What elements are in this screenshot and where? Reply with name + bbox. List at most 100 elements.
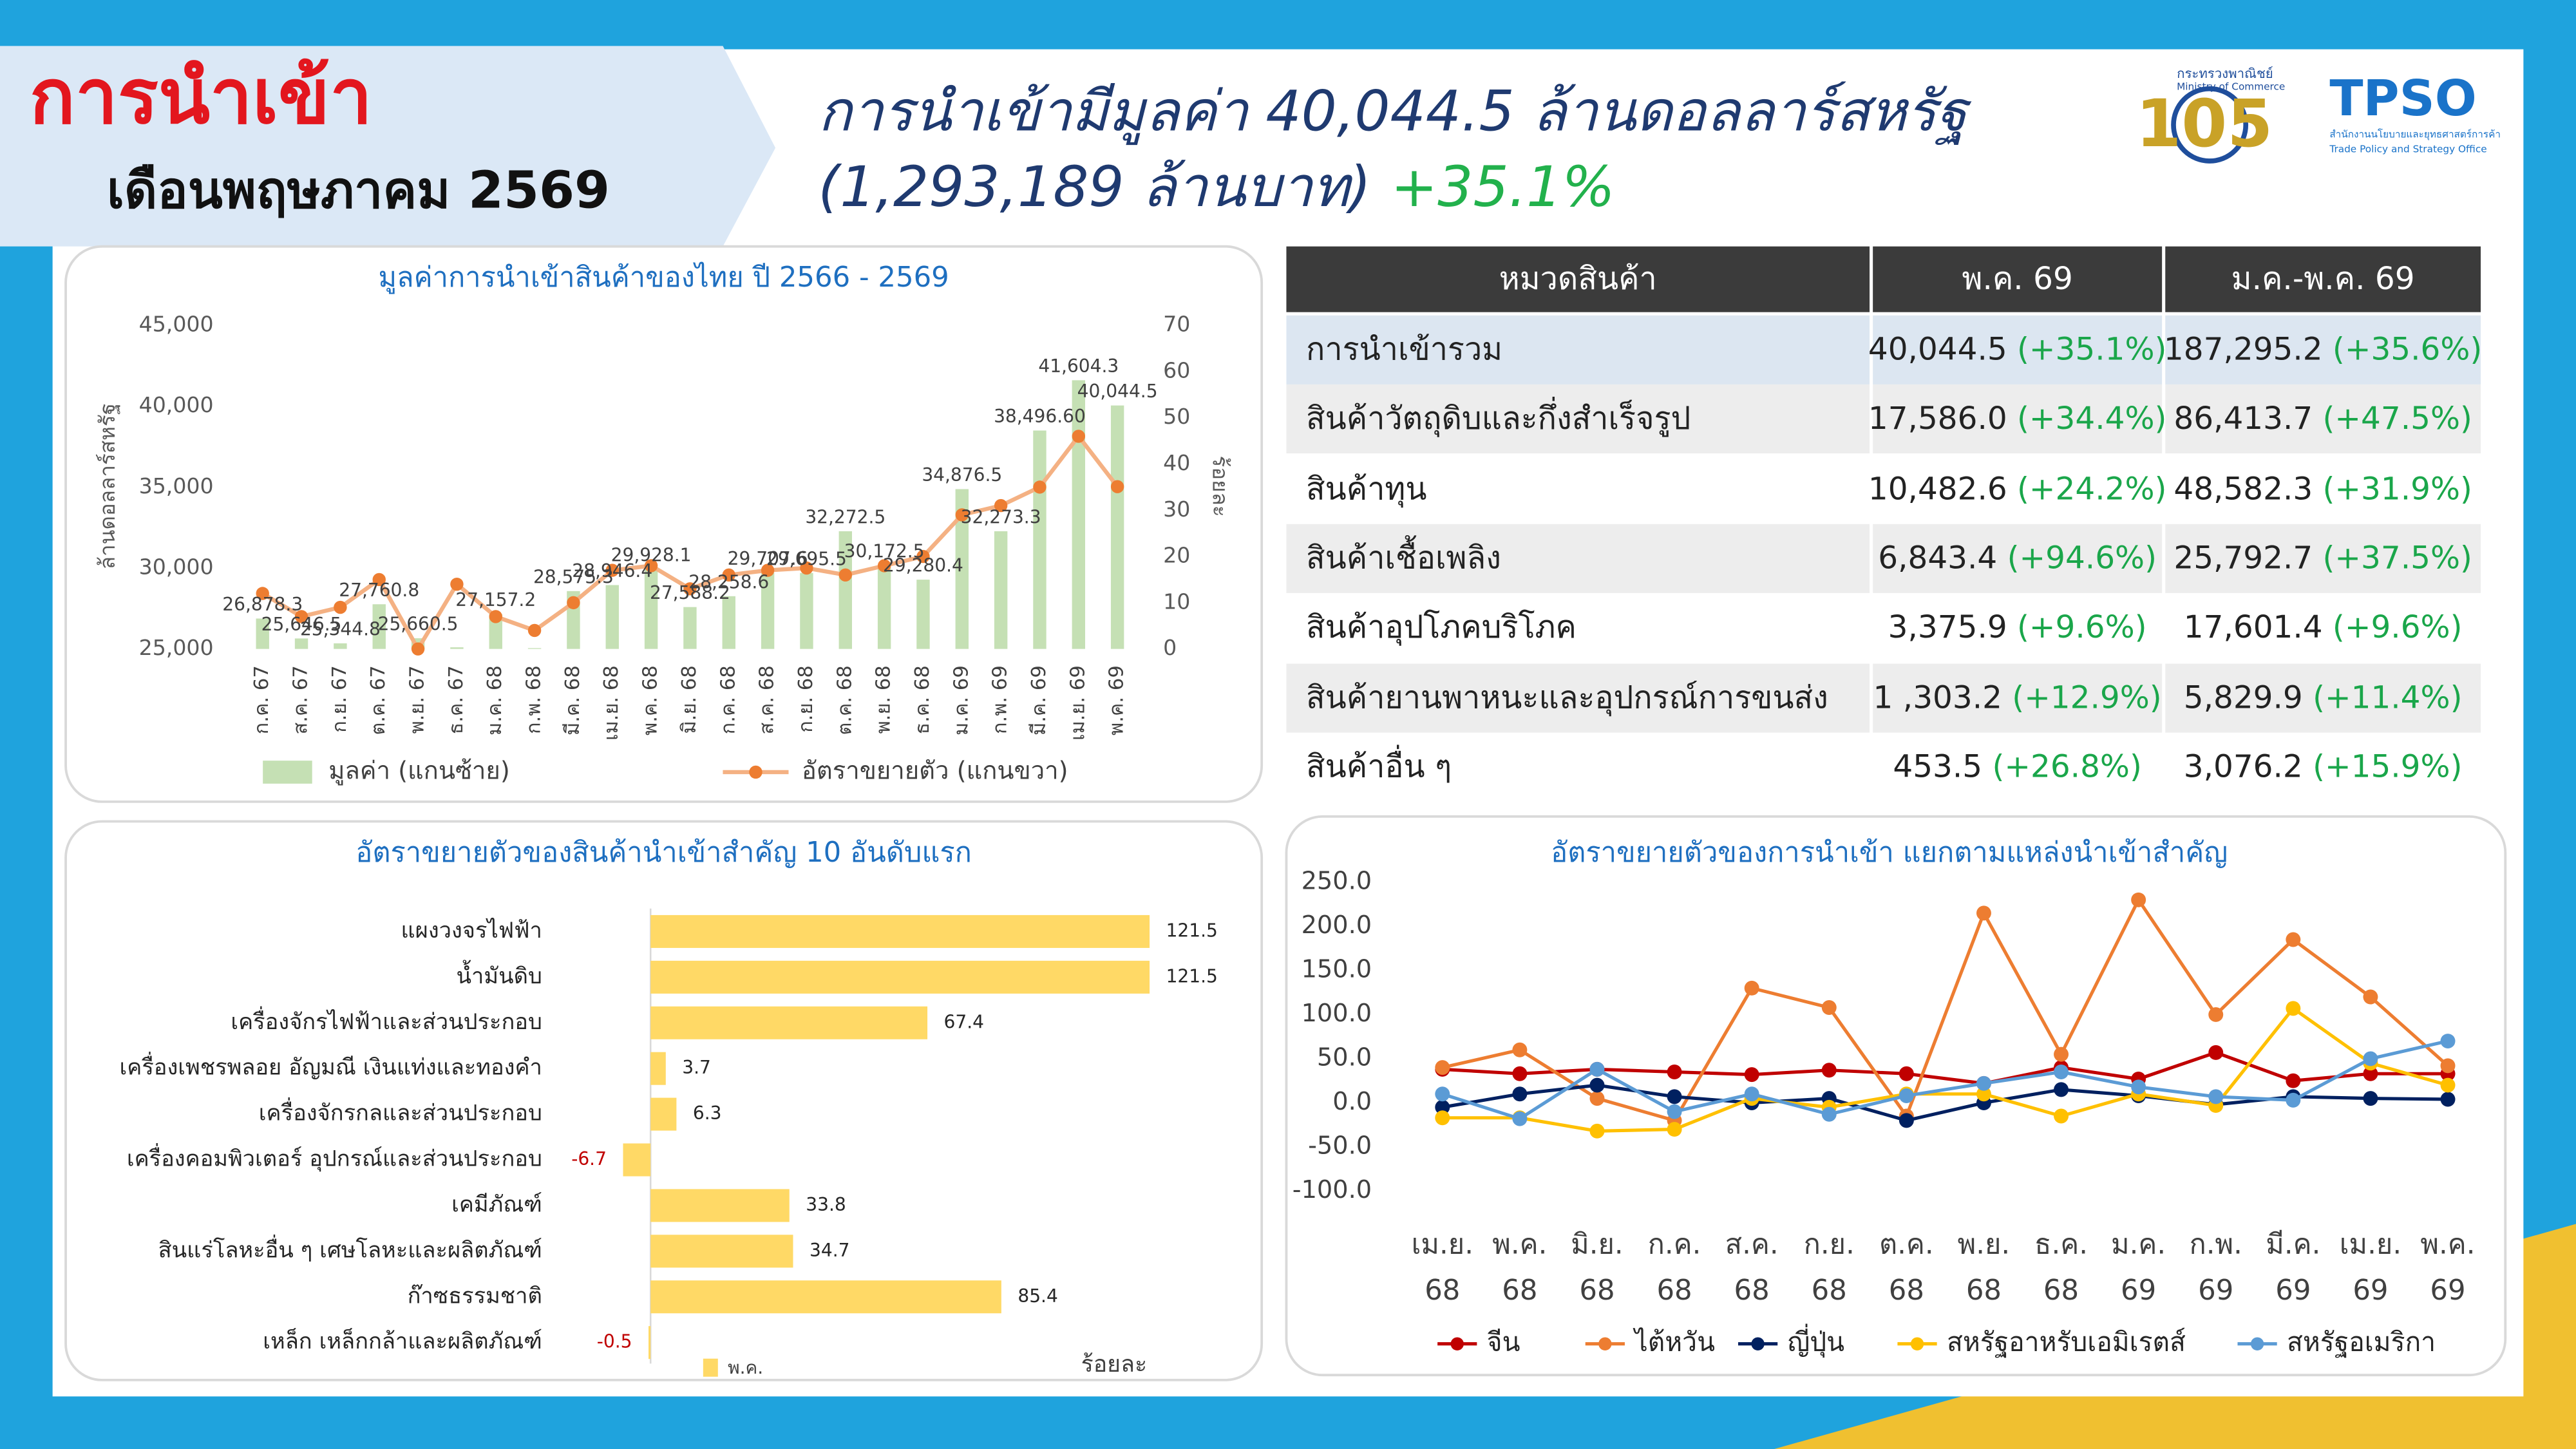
table-value: 187,295.2 (2163, 332, 2323, 368)
x-tick-label: มี.ค. 68 (562, 665, 584, 735)
x-tick-label: ม.ค. 69 (950, 665, 972, 735)
table-value: 3,076.2 (2183, 748, 2303, 785)
x-tick-label: ก.พ. 69 (2189, 1229, 2242, 1308)
x-tick-label: ก.ค. 67 (251, 665, 273, 734)
table-cell: 40,044.5 (+35.1%) (1868, 315, 2166, 384)
value-label: 25,646.5 (261, 614, 342, 635)
marker (2363, 989, 2378, 1005)
table-cell: การนำเข้ารวม (1286, 315, 1870, 384)
bar (650, 914, 1150, 948)
category-label: เครื่องจักรไฟฟ้าและส่วนประกอบ (231, 1006, 542, 1035)
table-change: (+47.5%) (2322, 401, 2472, 438)
table-change: (+35.6%) (2332, 332, 2483, 368)
marker (2363, 1091, 2378, 1106)
marker (2363, 1051, 2378, 1066)
marker (2286, 1092, 2301, 1108)
marker (1435, 1060, 1450, 1075)
marker (1667, 1065, 1682, 1079)
table-cell: 10,482.6 (+24.2%) (1868, 454, 2166, 524)
category-label: เหล็ก เหล็กกล้าและผลิตภัณฑ์ (263, 1327, 542, 1354)
x-tick-label: ต.ค. 67 (367, 665, 390, 735)
marker (411, 642, 425, 656)
y-tick-label: 200.0 (1302, 911, 1372, 940)
value-label: 121.5 (1166, 965, 1218, 987)
marker (1821, 999, 1837, 1015)
table-change: (+31.9%) (2322, 471, 2472, 507)
x-axis-label: ร้อยละ (1081, 1351, 1148, 1378)
value-label: 29,280.4 (883, 555, 963, 576)
category-label: เคมีภัณฑ์ (451, 1191, 542, 1217)
marker (1899, 1088, 1914, 1103)
page-title: การนำเข้า (30, 52, 372, 140)
table-cell: 17,601.4 (+9.6%) (2165, 593, 2481, 663)
marker (1821, 1063, 1837, 1078)
value-label: 121.5 (1166, 920, 1218, 941)
legend-label: จีน (1487, 1327, 1520, 1358)
value-label: 85.4 (1018, 1285, 1057, 1307)
x-tick-label: พ.ค. 69 (1106, 665, 1128, 735)
table-change: (+12.9%) (2012, 679, 2162, 715)
table-cell: 3,076.2 (+15.9%) (2165, 732, 2481, 802)
marker (1435, 1099, 1450, 1115)
y-tick-label: 50.0 (1317, 1043, 1372, 1072)
bar (450, 647, 464, 649)
marker (1899, 1066, 1914, 1081)
bar (650, 1280, 1001, 1314)
logo-text: กระทรวงพาณิชย์ (2177, 66, 2273, 81)
x-tick-label: ก.พ. 69 (989, 665, 1012, 734)
y-tick-label: 35,000 (139, 473, 214, 498)
bar (722, 596, 735, 649)
legend-label: อัตราขยายตัว (แกนขวา) (802, 756, 1068, 785)
marker (994, 498, 1008, 513)
y2-tick-label: 20 (1163, 543, 1190, 568)
value-label: 28,258.6 (688, 571, 769, 592)
table-change: (+9.6%) (2332, 609, 2463, 647)
bar (994, 531, 1008, 649)
bar (650, 960, 1150, 994)
bar (1033, 430, 1046, 649)
bar (650, 1189, 790, 1222)
marker (2131, 892, 2146, 907)
table-value: 86,413.7 (2174, 401, 2313, 438)
x-tick-label: ก.ย. 68 (795, 665, 817, 733)
x-tick-label: ต.ค. 68 (833, 665, 856, 735)
value-label: 30,172.5 (844, 540, 925, 562)
category-label: เครื่องคอมพิวเตอร์ อุปกรณ์และส่วนประกอบ (127, 1143, 542, 1172)
bar (623, 1143, 651, 1177)
bar (683, 607, 697, 649)
legend-marker (1450, 1337, 1464, 1350)
bar (1110, 405, 1124, 649)
x-tick-label: ก.ค. 68 (1647, 1229, 1701, 1308)
marker (2440, 1034, 2456, 1049)
bar (649, 1326, 651, 1359)
marker (1512, 1042, 1528, 1057)
value-label: 34.7 (810, 1240, 849, 1261)
marker (2054, 1082, 2069, 1097)
y-tick-label: 0.0 (1332, 1087, 1372, 1116)
x-tick-label: พ.ย. 68 (873, 665, 895, 734)
marker (838, 568, 852, 582)
marker (761, 564, 775, 577)
category-label: เครื่องเพชรพลอย อัญมณี เงินแท่งและทองคำ (120, 1052, 542, 1081)
marker (2054, 1046, 2069, 1062)
y2-tick-label: 50 (1163, 404, 1190, 429)
legend-label: สหรัฐอาหรับเอมิเรตส์ (1947, 1327, 2186, 1358)
marker (2208, 1007, 2224, 1022)
table-cell: 17,586.0 (+34.4%) (1868, 384, 2166, 454)
headline: การนำเข้ามีมูลค่า 40,044.5 ล้านดอลลาร์สห… (818, 79, 1972, 145)
x-tick-label: ก.ย. 68 (1803, 1229, 1855, 1308)
table-value: 17,601.4 (2183, 609, 2323, 647)
category-label: ก๊าซธรรมชาติ (408, 1283, 542, 1309)
x-tick-label: เม.ย. 68 (1411, 1229, 1474, 1308)
value-label: 27,760.8 (339, 580, 419, 601)
title-banner (0, 46, 776, 247)
marker (2440, 1058, 2456, 1074)
x-tick-label: ธ.ค. 68 (2034, 1229, 2088, 1308)
table-change: (+9.6%) (2017, 609, 2147, 647)
legend-label: ญี่ปุ่น (1788, 1324, 1845, 1358)
y2-axis-label: ร้อยละ (1208, 455, 1233, 516)
bar (800, 573, 813, 649)
table-change: (+35.1%) (2017, 332, 2167, 368)
table-change: (+11.4%) (2313, 679, 2463, 715)
